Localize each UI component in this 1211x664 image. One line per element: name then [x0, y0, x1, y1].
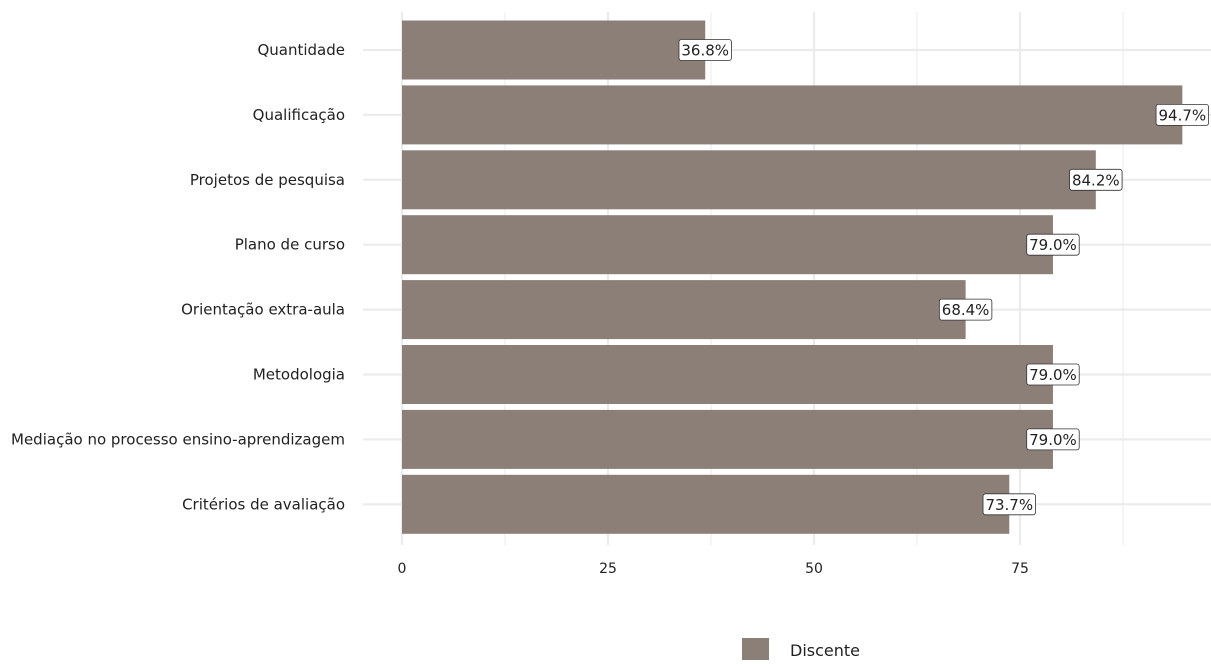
data-label: 73.7% [982, 493, 1036, 516]
data-label-box [982, 493, 1036, 516]
data-label: 94.7% [1155, 104, 1209, 126]
category-label: Metodologia [253, 366, 345, 384]
data-label-text: 73.7% [985, 496, 1033, 514]
category-label: Critérios de avaliação [182, 495, 345, 513]
data-label-text: 79.0% [1029, 431, 1077, 449]
data-label: 36.8% [678, 39, 732, 61]
x-tick-label: 0 [398, 561, 407, 577]
bar [402, 280, 966, 340]
data-label-box [1155, 104, 1209, 126]
data-label-box [1026, 363, 1080, 386]
category-label: Quantidade [257, 41, 345, 59]
data-label: 68.4% [938, 298, 993, 321]
legend-swatch [742, 638, 769, 660]
data-label-box [1026, 428, 1080, 451]
data-label: 84.2% [1069, 168, 1123, 191]
data-label: 79.0% [1026, 233, 1080, 256]
x-tick-label: 50 [805, 561, 823, 577]
bar [402, 215, 1053, 275]
legend: Discente [742, 638, 860, 660]
labels-layer: 36.8% 94.7% 84.2% 79.0% 68.4% 79.0% 79.0% 73.7% [678, 39, 1209, 516]
bar [402, 150, 1096, 210]
legend-label: Discente [790, 641, 860, 660]
data-label: 79.0% [1026, 363, 1080, 386]
data-label-box [1069, 168, 1123, 191]
category-label: Qualificação [253, 106, 345, 124]
data-label-box [678, 39, 732, 61]
bar [402, 409, 1053, 469]
category-label: Orientação extra-aula [181, 301, 345, 319]
data-label-text: 79.0% [1029, 236, 1077, 254]
x-tick-label: 75 [1011, 561, 1029, 577]
category-label: Mediação no processo ensino-aprendizagem [11, 430, 345, 448]
bar [402, 85, 1183, 145]
data-label-text: 68.4% [942, 301, 990, 319]
data-label-text: 36.8% [681, 42, 729, 60]
data-label-text: 79.0% [1029, 366, 1077, 384]
bar [402, 345, 1053, 404]
x-tick-label: 25 [599, 561, 617, 577]
data-label-box [1026, 233, 1080, 256]
bar [402, 20, 706, 80]
data-label-text: 84.2% [1072, 171, 1120, 189]
data-label-text: 94.7% [1158, 106, 1206, 124]
data-label: 79.0% [1026, 428, 1080, 451]
data-label-box [938, 298, 993, 321]
category-label: Plano de curso [235, 236, 345, 254]
bar [402, 474, 1010, 534]
category-label: Projetos de pesquisa [190, 171, 345, 189]
axis-layer: Quantidade Qualificação Projetos de pesqui… [11, 41, 1029, 577]
bars-layer [402, 20, 1183, 534]
